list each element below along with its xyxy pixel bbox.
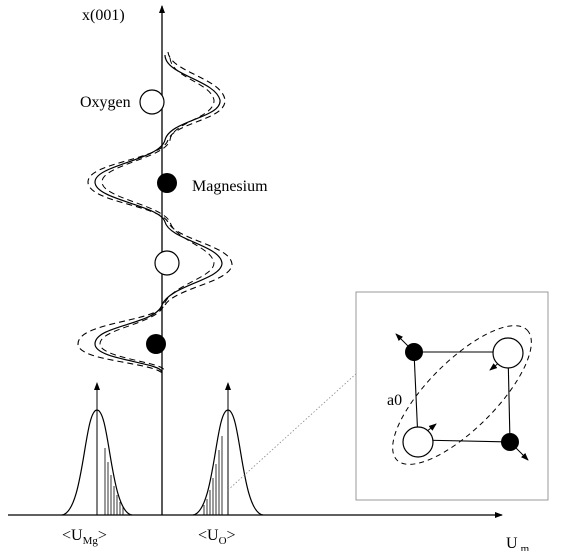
oxygen-label: Oxygen xyxy=(80,94,131,111)
label-end: > xyxy=(227,527,236,544)
pointer-line xyxy=(228,372,358,490)
magnesium-atom xyxy=(146,334,166,354)
magnesium-atom xyxy=(157,173,177,193)
label-main: <U xyxy=(198,527,219,544)
oxygen-atom xyxy=(403,427,433,457)
lattice-label: a0 xyxy=(387,392,402,409)
label-sub: m xyxy=(521,543,530,551)
magnesium-atom xyxy=(501,433,519,451)
vertical-axis-label: x(001) xyxy=(82,7,125,24)
diagram: x(001) Um Oxygen Magnesium <UMg> <UO> xyxy=(0,0,561,551)
label-main: U xyxy=(506,535,518,551)
hatching xyxy=(204,436,222,515)
label-sub: O xyxy=(219,535,227,547)
label-end: > xyxy=(98,527,107,544)
inset-box xyxy=(356,292,548,500)
label-sub: Mg xyxy=(83,535,99,547)
oxygen-atom xyxy=(140,90,164,114)
magnesium-atom xyxy=(405,343,423,361)
o-mean-label: <UO> xyxy=(198,527,236,547)
label-main: <U xyxy=(62,527,83,544)
hatching xyxy=(105,448,123,515)
magnesium-label: Magnesium xyxy=(192,178,268,195)
mg-mean-label: <UMg> xyxy=(62,527,107,547)
oxygen-atom xyxy=(155,251,179,275)
oxygen-atom xyxy=(493,338,523,368)
